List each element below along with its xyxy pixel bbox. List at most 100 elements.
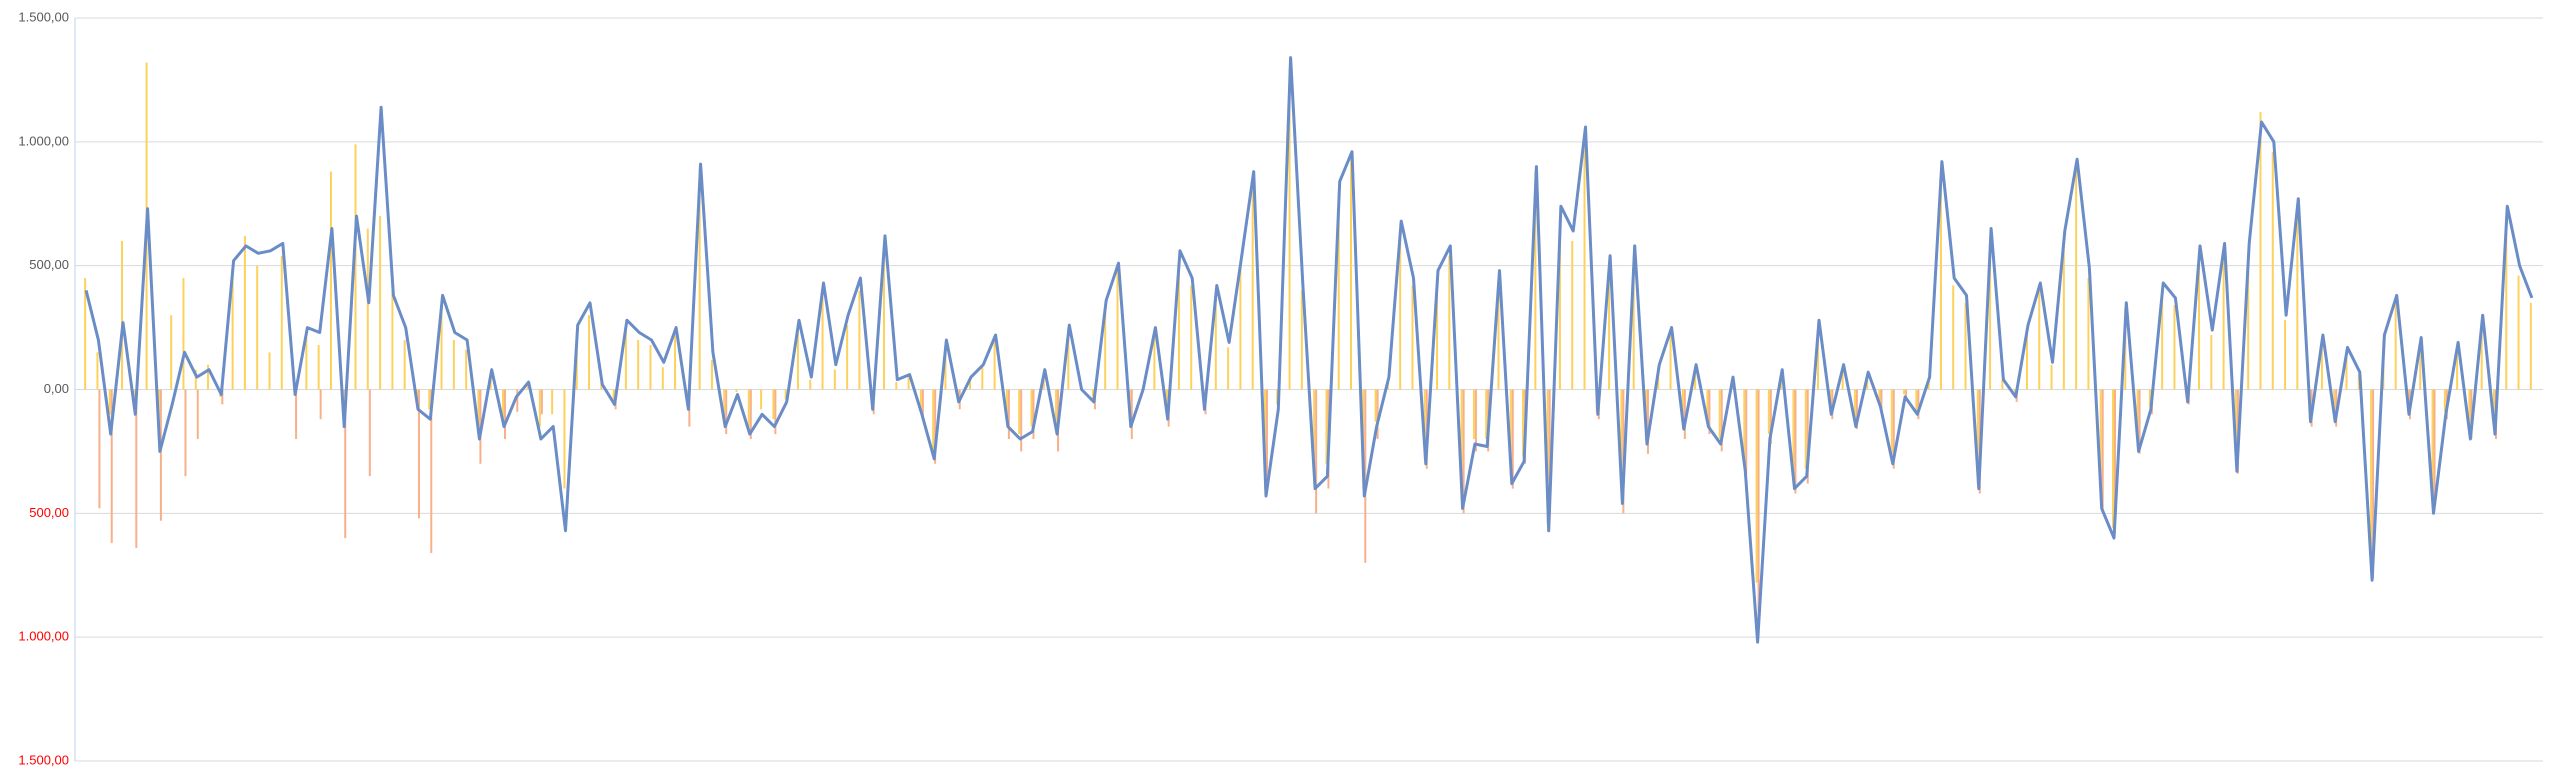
bar bbox=[2247, 253, 2250, 390]
bar bbox=[2099, 389, 2102, 501]
bar bbox=[760, 389, 763, 410]
bar bbox=[1755, 389, 1758, 583]
bar bbox=[809, 379, 812, 390]
bar bbox=[1804, 389, 1807, 469]
bar bbox=[661, 367, 664, 390]
bar bbox=[1669, 332, 1672, 390]
bar bbox=[2038, 290, 2041, 390]
bar bbox=[1608, 265, 1611, 390]
bar bbox=[1411, 285, 1414, 390]
bar bbox=[1091, 389, 1094, 400]
bar bbox=[1005, 389, 1008, 420]
bar bbox=[821, 290, 824, 390]
bar bbox=[1104, 307, 1107, 390]
bar bbox=[551, 389, 554, 415]
bar bbox=[725, 389, 728, 435]
bar bbox=[243, 235, 246, 390]
bar bbox=[1878, 389, 1881, 405]
bar bbox=[932, 389, 935, 452]
bar bbox=[184, 389, 187, 477]
bar bbox=[2480, 320, 2483, 390]
bar bbox=[1313, 389, 1316, 484]
bar bbox=[465, 349, 468, 390]
bar bbox=[96, 352, 99, 390]
bar bbox=[2161, 290, 2164, 390]
bar bbox=[317, 344, 320, 390]
bar bbox=[895, 382, 898, 390]
bar bbox=[354, 144, 357, 390]
bar bbox=[2419, 342, 2422, 390]
bar bbox=[624, 327, 627, 390]
bar bbox=[2113, 389, 2116, 534]
bar bbox=[1116, 270, 1119, 390]
bar bbox=[2198, 250, 2201, 390]
bar bbox=[2138, 389, 2141, 454]
bar bbox=[368, 389, 371, 477]
bar bbox=[2529, 302, 2532, 390]
bar bbox=[1251, 176, 1254, 390]
bar bbox=[2271, 151, 2274, 390]
bar bbox=[207, 364, 210, 390]
bar bbox=[981, 367, 984, 390]
bar bbox=[2173, 305, 2176, 390]
bar bbox=[1989, 238, 1992, 390]
bar bbox=[2210, 335, 2213, 390]
bar bbox=[1903, 389, 1906, 395]
bar bbox=[417, 389, 420, 519]
bar bbox=[2394, 302, 2397, 390]
bar bbox=[231, 273, 234, 390]
bar bbox=[108, 389, 111, 415]
bar bbox=[430, 389, 433, 553]
bar bbox=[2101, 389, 2104, 509]
bar bbox=[723, 389, 726, 420]
bar bbox=[2370, 389, 2373, 568]
bar bbox=[452, 339, 455, 390]
bar bbox=[698, 166, 701, 390]
bar bbox=[319, 389, 322, 420]
bar bbox=[194, 369, 197, 390]
bar bbox=[1745, 389, 1748, 474]
bar bbox=[1067, 332, 1070, 390]
bar bbox=[1020, 389, 1023, 452]
bar bbox=[1976, 389, 1979, 484]
bar bbox=[170, 315, 173, 390]
bar bbox=[747, 389, 750, 427]
bar bbox=[1436, 278, 1439, 390]
bar bbox=[366, 228, 369, 390]
bar bbox=[1448, 255, 1451, 390]
bar bbox=[1855, 389, 1858, 430]
line bbox=[84, 56, 2534, 644]
bar bbox=[2111, 389, 2114, 529]
bar bbox=[1190, 285, 1193, 390]
bar bbox=[1032, 389, 1035, 440]
bar bbox=[1632, 255, 1635, 390]
bar bbox=[1265, 389, 1268, 494]
bar bbox=[1620, 389, 1623, 494]
y-tick-label: 1.000,00 bbox=[18, 629, 69, 644]
bar bbox=[2025, 330, 2028, 390]
bar bbox=[674, 335, 677, 390]
bar bbox=[2505, 216, 2508, 390]
bar bbox=[2222, 253, 2225, 390]
bar bbox=[1472, 389, 1475, 440]
bar bbox=[379, 216, 382, 390]
bar bbox=[1964, 302, 1967, 390]
bar bbox=[295, 389, 298, 440]
bar bbox=[1558, 216, 1561, 390]
bar bbox=[329, 171, 332, 390]
bar bbox=[1300, 290, 1303, 390]
bar bbox=[796, 325, 799, 390]
bar bbox=[1030, 389, 1033, 427]
bar bbox=[1153, 332, 1156, 390]
bar bbox=[391, 290, 394, 390]
bar bbox=[2431, 389, 2434, 504]
bar bbox=[221, 389, 224, 405]
bar bbox=[305, 337, 308, 390]
bar bbox=[563, 389, 566, 489]
bar bbox=[2062, 240, 2065, 390]
bar bbox=[649, 344, 652, 390]
bar bbox=[196, 389, 199, 440]
bar bbox=[477, 389, 480, 427]
bar bbox=[1915, 389, 1918, 412]
bar bbox=[1227, 347, 1230, 390]
